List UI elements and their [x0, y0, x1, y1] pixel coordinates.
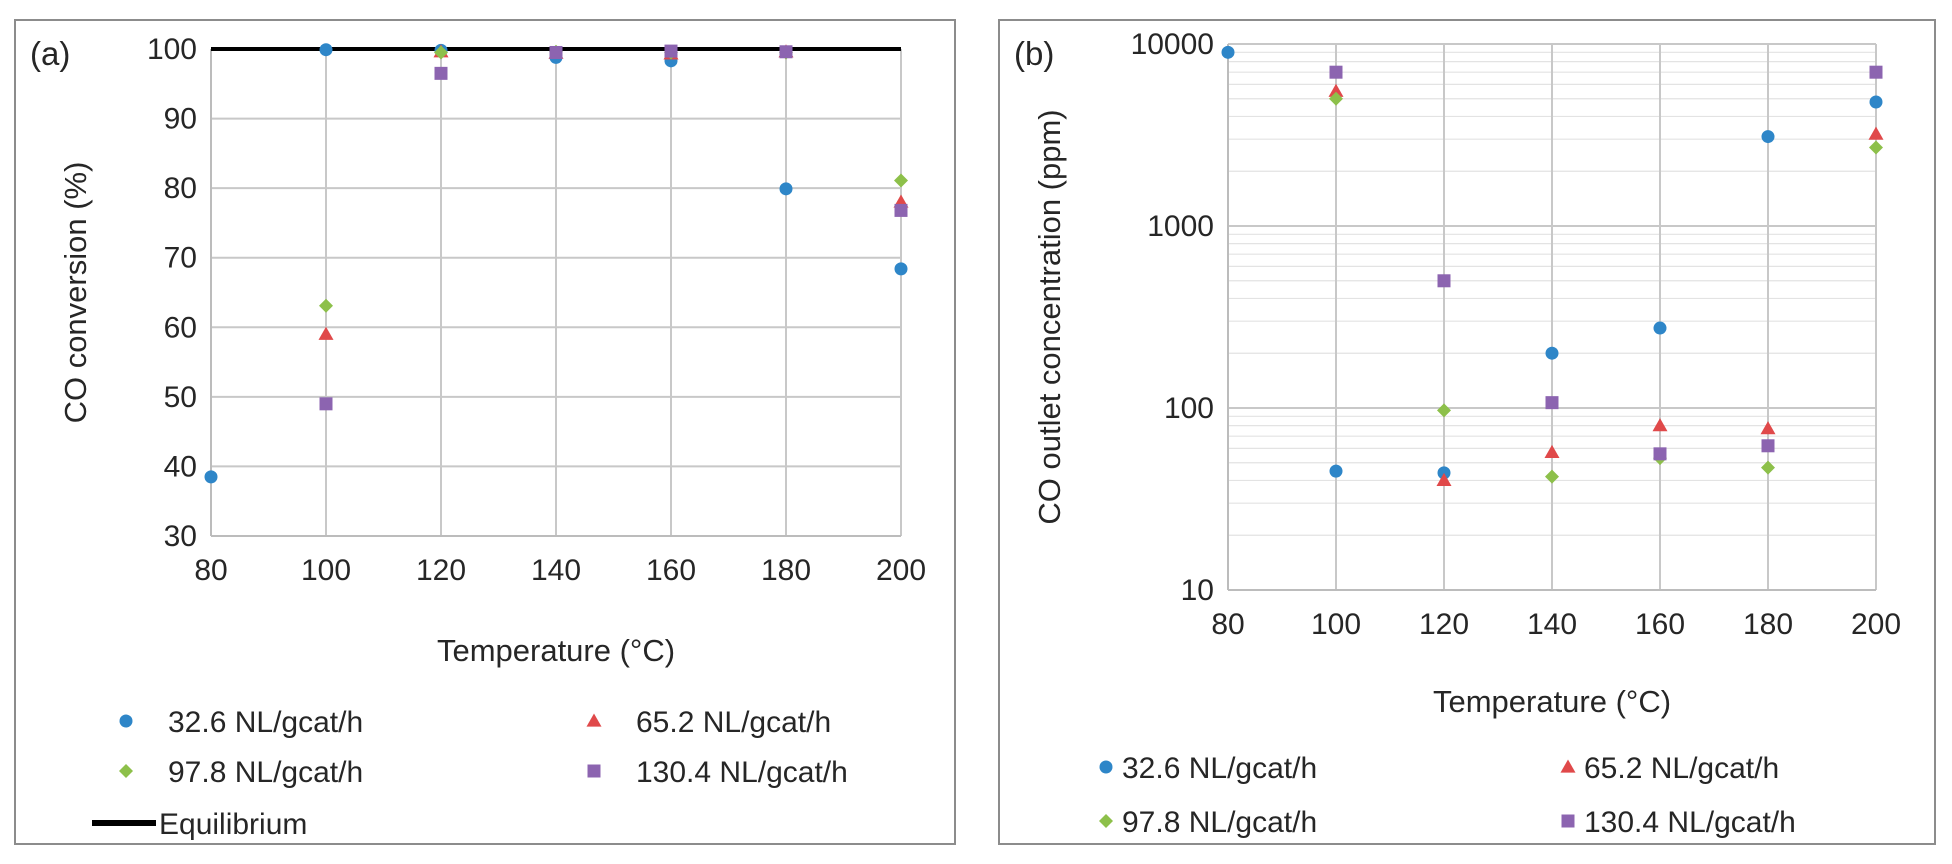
chart-b-series-1-point: [1652, 418, 1668, 432]
chart-a-svg: 80 100 120 140 160 180 200 30 40 50 60 70 80 90 100 Tem…: [30, 33, 926, 841]
chart-a-series-3-point: [779, 45, 793, 59]
chart-b-svg: 80 100 120 140 160 180 200 10 100 1000 10000 Temper…: [1014, 28, 1901, 839]
chart-b-series-3-point: [1869, 65, 1883, 79]
chart-b-y-tick-label: 10000: [1131, 28, 1214, 61]
chart-b-legend-marker: [1099, 760, 1113, 774]
chart-a-series-1-point: [318, 326, 334, 340]
chart-b-series-3-point: [1653, 447, 1667, 461]
chart-b-y-axis-title: CO outlet concentration (ppm): [1032, 109, 1067, 524]
chart-a-panel-label: (a): [30, 35, 70, 72]
chart-b-series-2-point: [1329, 91, 1343, 106]
chart-a-x-tick-label: 180: [761, 554, 811, 587]
chart-b-legend-label: 97.8 NL/gcat/h: [1122, 806, 1317, 839]
chart-b-x-tick-label: 180: [1743, 608, 1793, 641]
chart-a-series-0-point: [204, 470, 218, 484]
chart-b-series-3-point: [1329, 65, 1343, 79]
chart-b-series-2-point: [1761, 460, 1775, 475]
chart-b-series-1-point: [1760, 421, 1776, 435]
chart-a-legend-marker: [119, 714, 133, 728]
chart-b-series-0-point: [1437, 466, 1451, 480]
chart-a-x-tick-label: 100: [301, 554, 351, 587]
chart-b-series-3-point: [1437, 274, 1451, 288]
chart-b-series-2-point: [1545, 469, 1559, 484]
chart-b-series-0-point: [1869, 95, 1883, 109]
chart-a-y-tick-label: 80: [164, 172, 197, 205]
chart-b-x-tick-label: 140: [1527, 608, 1577, 641]
chart-b-y-tick-label: 100: [1164, 392, 1214, 425]
chart-b-series-0-point: [1221, 45, 1235, 59]
chart-b-x-tick-label: 100: [1311, 608, 1361, 641]
chart-a-series-3-point: [894, 203, 908, 217]
chart-b-legend-marker: [1099, 814, 1113, 828]
chart-a-series-3-point: [664, 44, 678, 58]
chart-a-series-3-point: [434, 66, 448, 80]
chart-a-y-tick-label: 30: [164, 520, 197, 553]
chart-a-series-3-point: [319, 397, 333, 411]
chart-b-series-2-point: [1437, 403, 1451, 418]
chart-a-legend-label: 130.4 NL/gcat/h: [636, 756, 848, 789]
chart-b-legend-label: 32.6 NL/gcat/h: [1122, 752, 1317, 785]
chart-b-x-tick-label: 120: [1419, 608, 1469, 641]
chart-a-y-axis-title: CO conversion (%): [58, 162, 93, 424]
chart-a-y-tick-label: 60: [164, 311, 197, 344]
chart-a-legend-marker: [586, 713, 602, 727]
chart-b-legend-marker: [1561, 814, 1575, 828]
chart-b-x-tick-label: 200: [1851, 608, 1901, 641]
chart-a-y-tick-label: 90: [164, 103, 197, 136]
chart-b-series-0-point: [1329, 464, 1343, 478]
chart-b-series-1-point: [1328, 83, 1344, 97]
chart-a-legend-marker: [587, 764, 601, 778]
chart-a-y-tick-label: 70: [164, 242, 197, 275]
chart-b-y-tick-label: 1000: [1147, 210, 1214, 243]
chart-b-series-1-point: [1436, 472, 1452, 487]
chart-a-legend-label: 65.2 NL/gcat/h: [636, 706, 831, 739]
chart-a-x-axis-title: Temperature (°C): [437, 633, 675, 668]
chart-b-series-3-point: [1761, 439, 1775, 453]
chart-a-legend-marker: [119, 764, 133, 778]
chart-a-y-tick-label: 50: [164, 381, 197, 414]
chart-b-legend-label: 65.2 NL/gcat/h: [1584, 752, 1779, 785]
chart-panel-b: 80 100 120 140 160 180 200 10 100 1000 10000 Temper…: [998, 19, 1936, 845]
chart-a-legend-label: 32.6 NL/gcat/h: [168, 706, 363, 739]
chart-a-series-3-point: [549, 45, 563, 59]
chart-a-series-0-point: [319, 43, 333, 57]
chart-a-series-0-point: [894, 262, 908, 276]
chart-a-y-tick-label: 100: [147, 33, 197, 66]
chart-b-x-tick-label: 80: [1211, 608, 1244, 641]
chart-b-y-tick-label: 10: [1181, 574, 1214, 607]
chart-b-legend-label: 130.4 NL/gcat/h: [1584, 806, 1796, 839]
chart-a-legend-label: 97.8 NL/gcat/h: [168, 756, 363, 789]
chart-b-x-tick-label: 160: [1635, 608, 1685, 641]
chart-b-series-3-point: [1545, 396, 1559, 410]
chart-b-series-0-point: [1545, 346, 1559, 360]
chart-a-x-tick-label: 160: [646, 554, 696, 587]
chart-a-legend-label: Equilibrium: [159, 808, 307, 841]
chart-b-series-0-point: [1761, 130, 1775, 144]
chart-b-x-axis-title: Temperature (°C): [1433, 684, 1671, 719]
chart-b-legend-marker: [1560, 759, 1576, 773]
chart-b-series-1-point: [1544, 444, 1560, 459]
chart-b-panel-label: (b): [1014, 35, 1054, 72]
chart-a-y-tick-label: 40: [164, 450, 197, 483]
chart-panel-a: 80 100 120 140 160 180 200 30 40 50 60 70 80 90 100 Tem…: [14, 19, 956, 845]
chart-a-x-tick-label: 80: [194, 554, 227, 587]
chart-a-x-tick-label: 200: [876, 554, 926, 587]
chart-b-series-2-point: [1869, 140, 1883, 155]
chart-a-series-2-point: [434, 45, 448, 60]
chart-b-series-1-point: [1868, 126, 1884, 140]
chart-b-series-0-point: [1653, 321, 1667, 335]
chart-a-x-tick-label: 120: [416, 554, 466, 587]
chart-a-series-2-point: [894, 173, 908, 188]
chart-a-series-0-point: [779, 182, 793, 196]
chart-a-series-2-point: [319, 298, 333, 313]
chart-a-x-tick-label: 140: [531, 554, 581, 587]
